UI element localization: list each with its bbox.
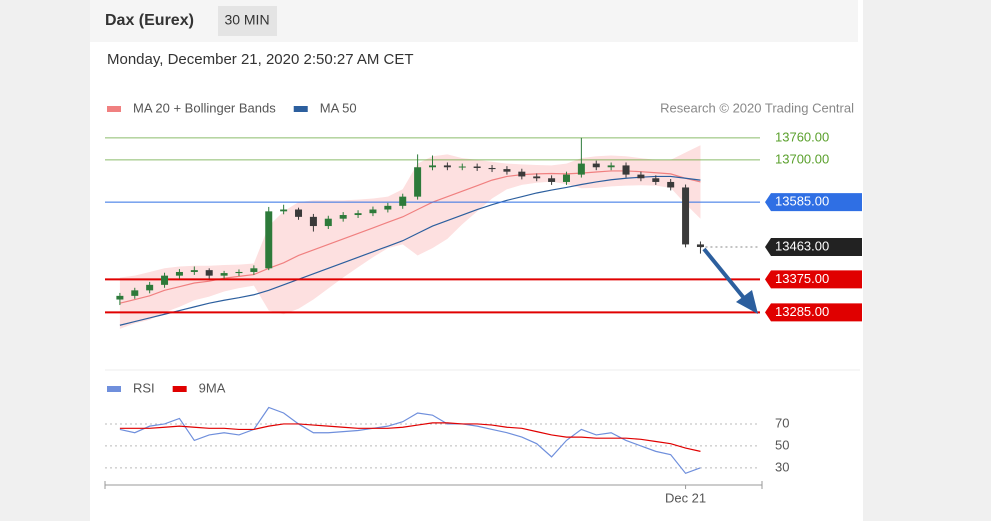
- series-line: [119, 406, 701, 475]
- legend-label: 9MA: [199, 380, 226, 395]
- candle-body: [295, 209, 303, 217]
- candle-body: [146, 284, 154, 291]
- y-tick-label: 50: [775, 437, 789, 452]
- legend-label: MA 50: [320, 100, 357, 115]
- candle-body: [533, 176, 541, 179]
- price-panel: 13760.00 13700.00 13585.00 13463.00 13375.00…: [105, 100, 862, 329]
- candle-body: [473, 166, 481, 168]
- level-label-box: [765, 303, 862, 322]
- header-bar: [90, 0, 858, 42]
- candle-body: [309, 216, 317, 227]
- level-label-box: [765, 237, 862, 256]
- level-label: 13463.00: [775, 238, 829, 253]
- candle-body: [220, 273, 228, 276]
- candle-body: [488, 167, 496, 170]
- candle-body: [339, 215, 347, 219]
- candle-body: [652, 178, 660, 182]
- level-label: 13760.00: [775, 129, 829, 144]
- legend-swatch: [107, 106, 121, 112]
- candle-body: [369, 209, 377, 214]
- candle-body: [131, 290, 139, 296]
- candle-body: [324, 218, 332, 227]
- candle-body: [637, 174, 645, 179]
- candle-body: [190, 270, 198, 272]
- candle-body: [503, 169, 511, 172]
- forecast-arrow: [702, 247, 750, 305]
- forecast-arrowhead: [736, 290, 758, 314]
- candle-body: [175, 271, 183, 276]
- x-tick-label: Dec 21: [665, 490, 706, 505]
- candle-body: [548, 178, 556, 182]
- level-label: 13375.00: [775, 271, 829, 286]
- candle-body: [384, 205, 392, 210]
- legend-swatch: [172, 386, 187, 392]
- candle-body: [518, 171, 526, 177]
- candle-body: [443, 165, 451, 168]
- candle-body: [399, 196, 407, 206]
- candle-body: [235, 271, 243, 274]
- legend-label: RSI: [133, 380, 155, 395]
- y-tick-label: 70: [775, 415, 789, 430]
- series-line: [119, 422, 701, 452]
- level-label-box: [765, 193, 862, 212]
- candle-body: [696, 244, 704, 247]
- rsi-panel: 30 50 70 Dec 21 RSI 9MA: [104, 380, 789, 505]
- candle-body: [250, 268, 258, 272]
- level-label: 13585.00: [775, 194, 829, 209]
- credit: Research © 2020 Trading Central: [660, 100, 854, 115]
- candle-body: [161, 275, 169, 285]
- card: [90, 0, 863, 521]
- candle-body: [667, 181, 675, 188]
- candle-body: [622, 165, 630, 175]
- legend-swatch: [107, 386, 121, 392]
- level-label: 13700.00: [775, 151, 829, 166]
- level-label: 13285.00: [775, 304, 829, 319]
- interval-box[interactable]: [218, 6, 277, 36]
- candle-body: [265, 211, 273, 269]
- interval[interactable]: 30 MIN: [224, 12, 269, 28]
- candle-body: [205, 270, 213, 276]
- candle-body: [458, 166, 466, 168]
- candle-body: [414, 167, 422, 197]
- legend-label: MA 20 + Bollinger Bands: [133, 100, 276, 115]
- candle-body: [577, 163, 585, 175]
- timestamp: Monday, December 21, 2020 2:50:27 AM CET: [107, 51, 414, 68]
- candle-body: [429, 165, 436, 168]
- y-tick-label: 30: [775, 459, 789, 474]
- candle-body: [562, 174, 570, 182]
- level-label-box: [765, 270, 862, 289]
- candle-body: [607, 165, 615, 168]
- ma-line: [119, 175, 701, 326]
- instrument-title: Dax (Eurex): [105, 12, 194, 29]
- candle-body: [280, 209, 288, 212]
- candle-body: [682, 187, 690, 245]
- candle-body: [592, 163, 600, 168]
- candle-body: [116, 295, 124, 300]
- legend-swatch: [293, 106, 308, 112]
- candle-body: [354, 213, 362, 216]
